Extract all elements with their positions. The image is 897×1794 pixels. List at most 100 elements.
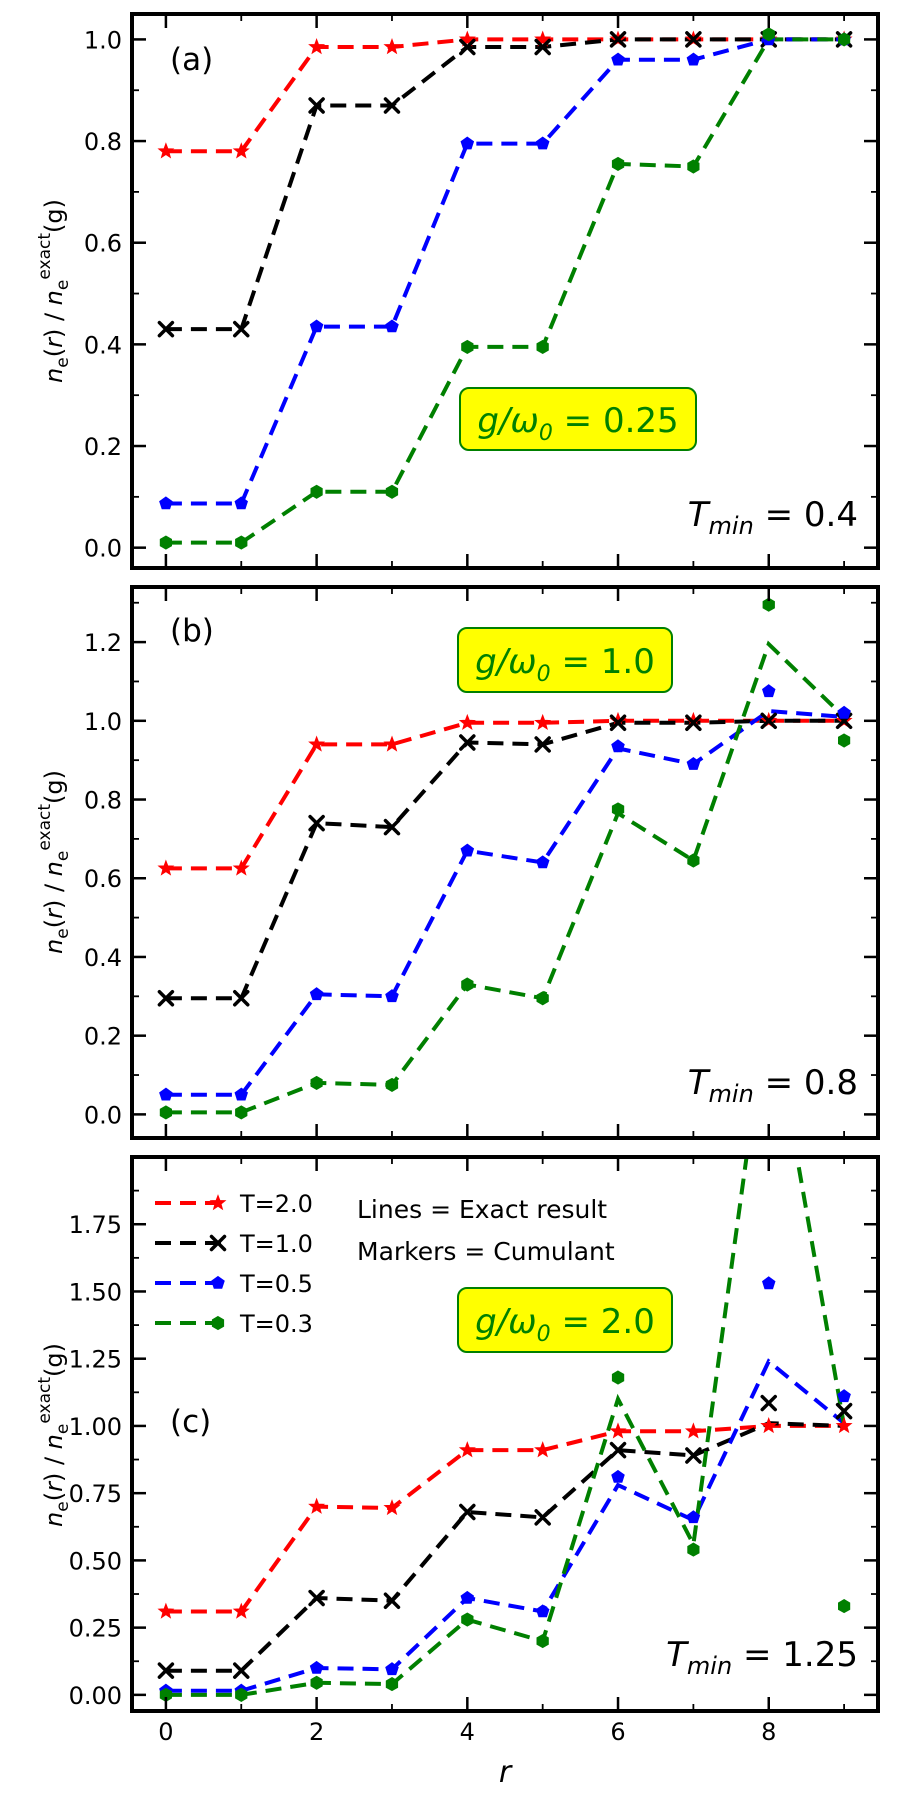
panel-a-marker-T=0.5 — [309, 319, 324, 333]
panel-a-marker-T=2.0 — [308, 38, 326, 55]
panel-a-marker-T=1.0 — [534, 38, 551, 56]
panel-a-ytick-label: 0.8 — [84, 128, 122, 156]
x-tick-label: 2 — [309, 1718, 324, 1746]
panel-a-marker-T=0.5 — [611, 52, 625, 66]
panel-b-marker-T=2.0 — [383, 735, 401, 752]
panel-c-marker-T=0.3 — [461, 1612, 474, 1627]
panel-b-marker-T=0.5 — [385, 989, 399, 1003]
panel-a-marker-T=2.0 — [534, 30, 552, 47]
panel-b-label: (b) — [170, 613, 214, 649]
panel-c-marker-T=1.0 — [383, 1592, 401, 1609]
panel-a-label: (a) — [170, 42, 213, 78]
panel-b-marker-T=1.0 — [685, 714, 702, 732]
legend-entry: T=1.0 — [239, 1230, 313, 1258]
panel-b-marker-T=0.5 — [309, 987, 324, 1001]
panel-c-marker-T=0.3 — [385, 1677, 399, 1692]
panel-a-marker-T=0.3 — [461, 339, 474, 354]
panel-c-ytick-label: 1.50 — [69, 1278, 122, 1306]
legend-marker — [209, 1194, 227, 1211]
panel-a-marker-T=0.5 — [385, 319, 399, 333]
panel-a-series-line-T=0.3 — [165, 37, 845, 545]
x-tick-labels: 0 2 4 6 8 — [158, 1718, 776, 1746]
panel-a-marker-T=1.0 — [609, 31, 627, 48]
x-tick-label: 8 — [761, 1718, 776, 1746]
panel-b-series-line-T=0.3 — [165, 640, 846, 1115]
panel-c-ylabel: ne(r) / neexact(g) — [35, 1343, 73, 1527]
panel-c-marker-T=0.3 — [235, 1687, 248, 1702]
panel-a-ylabel: ne(r) / neexact(g) — [35, 199, 73, 383]
panel-a-marker-T=1.0 — [383, 97, 401, 114]
panel-a-marker-T=1.0 — [308, 97, 325, 114]
panel-a-marker-T=1.0 — [157, 320, 175, 338]
legend-entry: T=0.3 — [239, 1310, 313, 1338]
panel-c-marker-T=1.0 — [157, 1662, 175, 1679]
panel-a-ytick-label: 0.0 — [84, 535, 122, 563]
panel-a-tmin: Tmin = 0.4 — [688, 495, 858, 540]
x-tick-label: 6 — [610, 1718, 625, 1746]
panel-c-ytick-label: 0.50 — [69, 1547, 122, 1575]
panel-c-marker-T=0.3 — [687, 1542, 700, 1557]
panel-b-marker-T=0.3 — [536, 991, 549, 1006]
panel-c-marker-T=1.0 — [308, 1589, 325, 1607]
panel-b-marker-T=0.5 — [837, 705, 851, 719]
x-tick-label: 0 — [158, 1718, 173, 1746]
legend-note-lines: Lines = Exact result — [357, 1195, 607, 1224]
panel-c-marker-T=2.0 — [458, 1441, 476, 1458]
panel-b-ylabel: ne(r) / neexact(g) — [35, 770, 73, 954]
panel-b-series-line-T=2.0 — [165, 718, 845, 871]
legend-entry: T=0.5 — [239, 1270, 313, 1298]
panel-c-marker-T=2.0 — [684, 1422, 702, 1439]
panel-b-marker-T=0.3 — [310, 1075, 323, 1090]
panel-b-marker-T=0.3 — [762, 597, 775, 612]
panel-a-marker-T=0.3 — [385, 484, 399, 499]
panel-a-marker-T=2.0 — [157, 142, 175, 159]
panel-c-series-line-T=0.5 — [165, 1358, 846, 1693]
panel-b-marker-T=0.3 — [687, 853, 700, 868]
panel-a-marker-T=1.0 — [685, 31, 702, 48]
panel-b-marker-T=0.5 — [686, 756, 701, 770]
panel-c-marker-T=0.5 — [535, 1604, 550, 1618]
panel-b-tmin: Tmin = 0.8 — [688, 1063, 858, 1108]
panel-c-marker-T=0.5 — [837, 1389, 851, 1403]
panel-c-series-line-T=0.3 — [165, 1157, 847, 1697]
panel-c-marker-T=1.0 — [233, 1662, 250, 1679]
panel-c-marker-T=1.0 — [534, 1509, 551, 1526]
panel-b-coupling-box: g/ω0 = 1.0 — [457, 627, 673, 693]
panel-a-marker-T=2.0 — [383, 38, 401, 55]
panel-b-ytick-label: 0.4 — [84, 944, 122, 972]
panel-c-marker-T=2.0 — [308, 1497, 326, 1514]
panel-c-coupling-box: g/ω0 = 2.0 — [457, 1287, 673, 1353]
panel-c-marker-T=2.0 — [609, 1422, 627, 1439]
legend-marker — [211, 1315, 225, 1331]
panel-c-marker-T=2.0 — [835, 1416, 853, 1434]
panel-a-marker-T=0.5 — [460, 136, 475, 150]
panel-c-label: (c) — [170, 1404, 211, 1440]
panel-c-marker-T=1.0 — [609, 1441, 627, 1459]
x-axis-label: r — [499, 1755, 513, 1790]
panel-a-coupling-box: g/ω0 = 0.25 — [459, 387, 697, 451]
panel-c-ytick-label: 1.75 — [69, 1211, 122, 1239]
panel-a-ytick-label: 0.6 — [84, 230, 122, 258]
panel-a-ytick-label: 0.4 — [84, 331, 122, 359]
panel-a-marker-T=1.0 — [233, 320, 250, 338]
panel-b-marker-T=0.5 — [159, 1087, 173, 1101]
panel-a-coupling-text: g/ω0 = 0.25 — [477, 401, 678, 446]
legend-marker — [211, 1275, 225, 1289]
panel-b-marker-T=1.0 — [233, 990, 250, 1007]
panel-b-marker-T=1.0 — [157, 990, 175, 1007]
panel-c: 0.00 0.25 0.50 0.75 1.00 1.25 1.50 1.75 (c) g/ω… — [35, 1155, 880, 1713]
panel-b-marker-T=0.5 — [460, 843, 475, 857]
panel-b-ytick-label: 0.0 — [84, 1101, 122, 1129]
panel-a-marker-T=0.3 — [310, 484, 323, 499]
panel-c-tmin: Tmin = 1.25 — [666, 1635, 858, 1680]
panel-b-series-line-T=1.0 — [165, 718, 845, 1001]
panel-c-marker-T=1.0 — [459, 1503, 476, 1521]
panel-b-coupling-text: g/ω0 = 1.0 — [475, 642, 655, 687]
panel-b-marker-T=2.0 — [534, 713, 552, 730]
panel-c-ytick-label: 1.25 — [69, 1346, 122, 1374]
panel-c-marker-T=0.5 — [309, 1660, 324, 1674]
panel-c-ytick-label: 0.25 — [69, 1615, 122, 1643]
panel-a-marker-T=0.3 — [235, 535, 248, 550]
panel-a-marker-T=2.0 — [458, 30, 476, 47]
